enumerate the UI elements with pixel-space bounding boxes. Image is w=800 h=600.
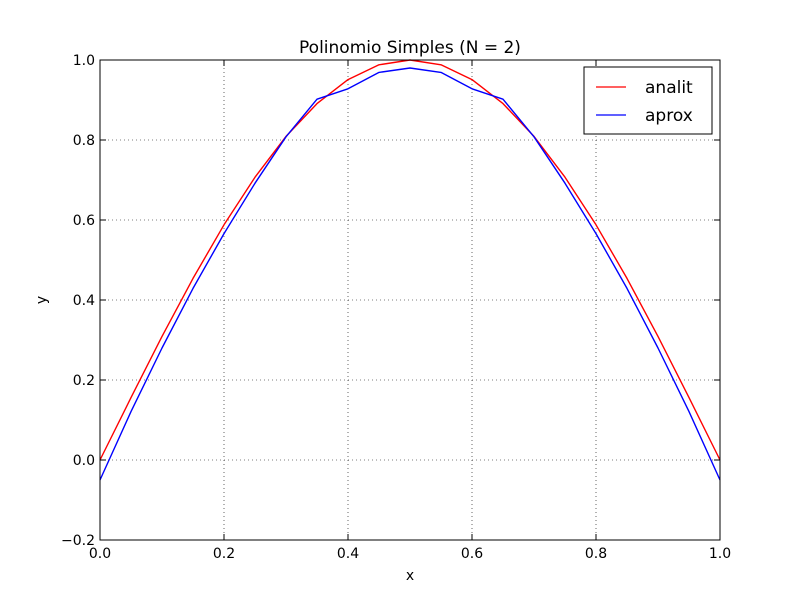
tick-labels: 0.0 0.2 0.4 0.6 0.8 1.0−0.20.00.20.40.60.81.0	[61, 53, 731, 562]
legend: analit aprox	[583, 66, 713, 135]
grid-lines	[100, 60, 720, 540]
axis-ticks	[99, 59, 721, 541]
x-axis-label: x	[406, 568, 414, 584]
y-tick-label: 0.6	[73, 213, 95, 229]
y-tick-label: 0.4	[73, 293, 95, 309]
y-axis-label: y	[34, 296, 50, 304]
y-tick-label: 1.0	[73, 53, 95, 69]
legend-label-aprox: aprox	[645, 106, 693, 126]
y-tick-label: −0.2	[61, 533, 95, 549]
legend-label-analit: analit	[645, 78, 693, 98]
y-tick-label: 0.2	[73, 373, 95, 389]
series-line-aprox	[99, 67, 721, 481]
y-tick-label: 0.8	[73, 133, 95, 149]
x-tick-label: 0.8	[585, 546, 607, 562]
x-tick-label: 0.4	[337, 546, 359, 562]
x-tick-label: 1.0	[709, 546, 731, 562]
legend-box	[583, 66, 713, 135]
y-tick-label: 0.0	[73, 453, 95, 469]
chart-title: Polinomio Simples (N = 2)	[299, 38, 521, 58]
x-tick-label: 0.6	[461, 546, 483, 562]
x-tick-label: 0.2	[213, 546, 235, 562]
x-tick-label: 0.0	[89, 546, 111, 562]
